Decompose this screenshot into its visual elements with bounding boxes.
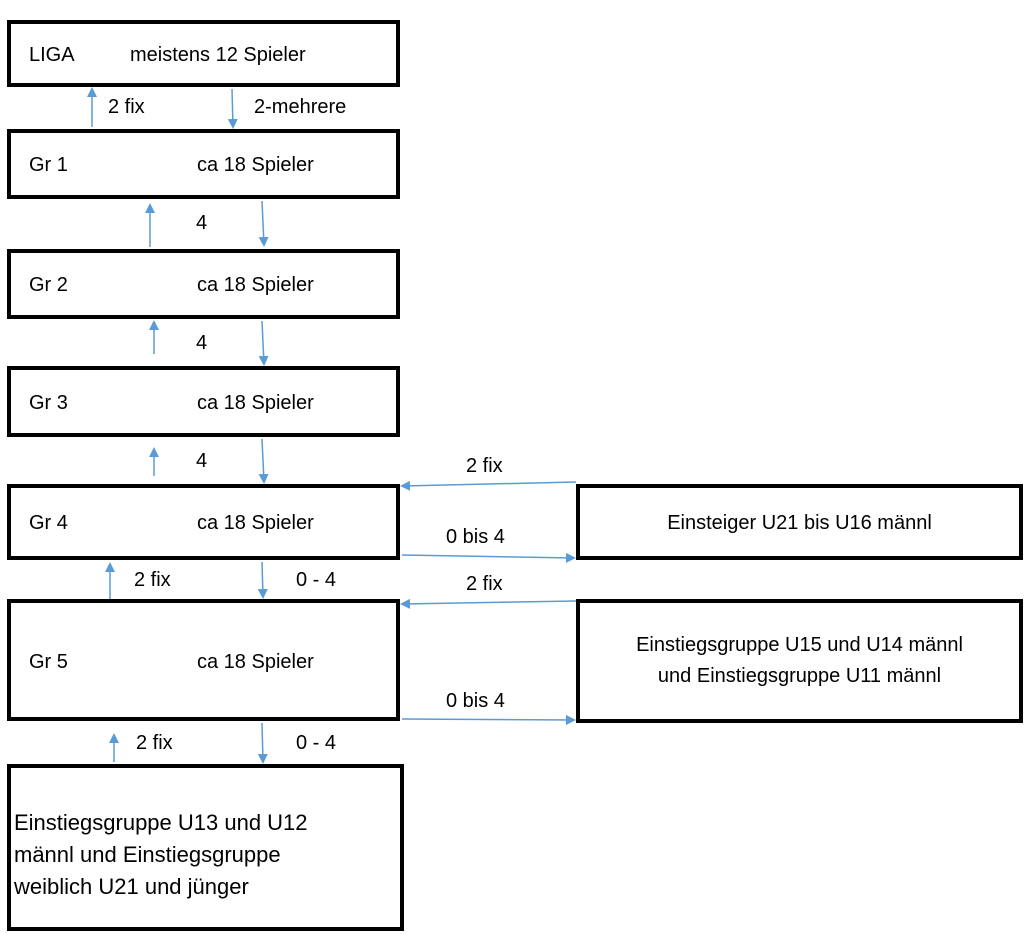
group-player-count: ca 18 Spieler: [197, 512, 314, 534]
group-box-gr2: Gr 2 ca 18 Spieler: [7, 249, 400, 319]
label-liga-down: 2-mehrere: [254, 96, 347, 118]
arrow-down-liga-to-gr1: [227, 88, 238, 129]
label-gr2-gr3: 4: [196, 332, 208, 354]
arrow-gr4-to-u21: [401, 552, 576, 563]
entry-text-line: weiblich U21 und jünger: [14, 874, 249, 899]
entry-box-u21-u16: Einsteiger U21 bis U16 männl: [576, 484, 1023, 560]
label-u15-to-gr5: 2 fix: [466, 573, 503, 595]
group-player-count: ca 18 Spieler: [197, 154, 314, 176]
label-gr3-gr4: 4: [196, 450, 208, 472]
group-name: Gr 3: [29, 392, 68, 414]
liga-title: LIGA: [29, 44, 75, 66]
group-name: Gr 5: [29, 651, 68, 673]
entry-text-line: männl und Einstiegsgruppe: [14, 842, 281, 867]
entry-text-line: Einstiegsgruppe U15 und U14 männl: [636, 634, 963, 656]
arrow-down-gr2-to-gr3: [258, 320, 269, 366]
label-gr5-entry-down: 0 - 4: [296, 732, 337, 754]
group-player-count: ca 18 Spieler: [197, 274, 314, 296]
entry-box-label: Einsteiger U21 bis U16 männl: [667, 512, 932, 534]
group-box-gr1: Gr 1 ca 18 Spieler: [7, 129, 400, 199]
group-player-count: ca 18 Spieler: [197, 651, 314, 673]
arrow-gr5-to-u15: [401, 714, 576, 725]
group-box-gr5: Gr 5 ca 18 Spieler: [7, 599, 400, 721]
liga-box: LIGA meistens 12 Spieler: [7, 20, 400, 87]
label-gr1-gr2: 4: [196, 212, 208, 234]
entry-text-block: Einstiegsgruppe U13 und U12 männl und Ei…: [14, 807, 308, 903]
label-liga-up: 2 fix: [108, 96, 145, 118]
liga-player-count: meistens 12 Spieler: [130, 44, 306, 66]
label-u21-to-gr4: 2 fix: [466, 455, 503, 477]
entry-box-label-block: Einstiegsgruppe U15 und U14 männl und Ei…: [580, 630, 1019, 692]
label-gr5-to-u15: 0 bis 4: [446, 690, 505, 712]
group-box-gr4: Gr 4 ca 18 Spieler: [7, 484, 400, 560]
arrow-down-gr3-to-gr4: [258, 438, 269, 484]
group-box-gr3: Gr 3 ca 18 Spieler: [7, 366, 400, 437]
entry-text-line: und Einstiegsgruppe U11 männl: [657, 665, 942, 687]
label-gr4-gr5-up: 2 fix: [134, 569, 171, 591]
group-name: Gr 1: [29, 154, 68, 176]
label-gr5-entry-up: 2 fix: [136, 732, 173, 754]
entry-text-line: Einstiegsgruppe U13 und U12: [14, 810, 308, 835]
group-name: Gr 2: [29, 274, 68, 296]
arrow-down-gr1-to-gr2: [258, 200, 269, 247]
arrow-down-gr5-to-entry: [257, 722, 268, 764]
arrow-down-gr4-to-gr5: [257, 561, 268, 599]
entry-box-u13-u12: Einstiegsgruppe U13 und U12 männl und Ei…: [7, 764, 404, 931]
arrow-u21-to-gr4: [400, 480, 577, 491]
group-player-count: ca 18 Spieler: [197, 392, 314, 414]
arrow-u15-to-gr5: [400, 598, 577, 609]
label-gr4-gr5-down: 0 - 4: [296, 569, 337, 591]
entry-box-u15-u14: Einstiegsgruppe U15 und U14 männl und Ei…: [576, 599, 1023, 723]
label-gr4-to-u21: 0 bis 4: [446, 526, 505, 548]
group-name: Gr 4: [29, 512, 68, 534]
